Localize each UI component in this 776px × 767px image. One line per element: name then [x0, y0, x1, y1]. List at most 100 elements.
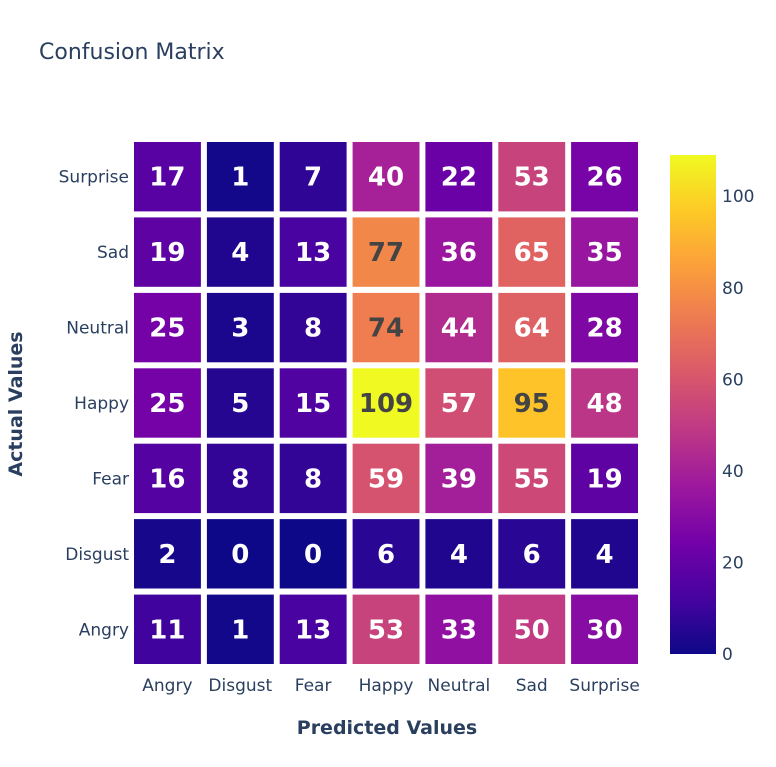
heatmap-cell — [571, 217, 638, 287]
colorbar-tick-label: 60 — [722, 370, 744, 390]
colorbar-tick-label: 80 — [722, 279, 744, 299]
cell-value-label: 19 — [587, 464, 623, 494]
cell-value-label: 39 — [441, 464, 477, 494]
cell-value-label: 25 — [149, 389, 185, 419]
y-tick-label: Disgust — [65, 545, 129, 565]
cell-value-label: 53 — [368, 615, 404, 645]
cell-value-label: 55 — [514, 464, 550, 494]
cell-value-label: 7 — [304, 163, 322, 193]
cell-value-label: 26 — [587, 163, 623, 193]
cell-value-label: 57 — [441, 389, 477, 419]
heatmap-cell — [498, 292, 566, 363]
cell-value-label: 16 — [149, 464, 185, 494]
cell-value-label: 36 — [441, 238, 477, 268]
x-tick-label: Happy — [359, 676, 414, 696]
heatmap-cell — [279, 594, 347, 664]
cell-value-label: 17 — [149, 163, 185, 193]
x-tick-label: Angry — [142, 676, 192, 696]
cell-value-label: 59 — [368, 464, 404, 494]
cell-value-label: 6 — [377, 540, 395, 570]
cell-value-label: 15 — [295, 389, 331, 419]
y-axis-label: Actual Values — [5, 331, 27, 476]
x-tick-label: Fear — [295, 676, 332, 696]
y-tick-label: Surprise — [59, 168, 129, 188]
x-tick-label: Surprise — [569, 676, 639, 696]
heatmap-cell — [206, 519, 274, 589]
heatmap-cell — [352, 594, 420, 664]
heatmap-cell — [571, 519, 638, 589]
heatmap-cell — [134, 519, 201, 589]
heatmap-cell — [279, 519, 347, 589]
cell-value-label: 3 — [231, 314, 249, 344]
heatmap-cell — [206, 142, 274, 212]
heatmap-cell — [279, 292, 347, 363]
heatmap-cell — [425, 368, 493, 438]
y-axis-ticks: Angry Disgust Fear Happy Neutral Sad Surprise — [59, 168, 130, 641]
heatmap-cell — [279, 217, 347, 287]
cell-value-label: 0 — [304, 540, 322, 570]
cell-value-label: 53 — [514, 163, 550, 193]
heatmap-cell — [279, 443, 347, 514]
heatmap-cell — [134, 368, 201, 438]
heatmap-cell — [498, 217, 566, 287]
cell-value-label: 4 — [231, 238, 249, 268]
heatmap-cell — [425, 292, 493, 363]
heatmap-cell — [571, 292, 638, 363]
heatmap-cell — [206, 217, 274, 287]
colorbar-tick-label: 0 — [722, 645, 733, 665]
heatmap-cell — [206, 292, 274, 363]
cell-value-label: 6 — [523, 540, 541, 570]
cell-value-label: 4 — [596, 540, 614, 570]
colorbar-ticks: 0 20 40 60 80 100 — [722, 187, 754, 665]
heatmap-cell — [279, 142, 347, 212]
heatmap-cell — [206, 594, 274, 664]
heatmap-cell — [498, 443, 566, 514]
cell-value-label: 33 — [441, 615, 477, 645]
cell-value-label: 19 — [149, 238, 185, 268]
y-tick-label: Neutral — [66, 319, 129, 339]
cell-value-label: 30 — [587, 615, 623, 645]
chart-title: Confusion Matrix — [39, 40, 225, 65]
y-tick-label: Sad — [97, 243, 129, 263]
heatmap-cell — [352, 443, 420, 514]
heatmap-cell — [352, 519, 420, 589]
x-axis-label: Predicted Values — [297, 717, 477, 739]
heatmap-cell — [498, 519, 566, 589]
cell-value-label: 65 — [514, 238, 550, 268]
cell-value-label: 109 — [359, 389, 413, 419]
heatmap-cell — [425, 443, 493, 514]
heatmap-cell — [498, 594, 566, 664]
colorbar-tick-label: 20 — [722, 553, 744, 573]
heatmap-cell — [498, 142, 566, 212]
cell-value-label: 8 — [231, 464, 249, 494]
heatmap-cell — [206, 443, 274, 514]
y-tick-label: Happy — [74, 394, 129, 414]
colorbar-tick-label: 40 — [722, 462, 744, 482]
cell-value-label: 40 — [368, 163, 404, 193]
x-tick-label: Sad — [516, 676, 548, 696]
heatmap-cell — [206, 368, 274, 438]
heatmap-cell — [352, 368, 420, 438]
cell-value-label: 11 — [149, 615, 185, 645]
y-tick-label: Angry — [79, 620, 129, 640]
colorbar — [670, 155, 716, 654]
cell-value-label: 22 — [441, 163, 477, 193]
heatmap-cell — [498, 368, 566, 438]
cell-value-label: 28 — [587, 314, 623, 344]
cell-value-label: 4 — [450, 540, 468, 570]
colorbar-tick-label: 100 — [722, 187, 754, 207]
heatmap-cell — [352, 292, 420, 363]
cell-value-label: 8 — [304, 464, 322, 494]
cell-value-label: 95 — [514, 389, 550, 419]
cell-value-label: 13 — [295, 615, 331, 645]
cell-value-label: 48 — [587, 389, 623, 419]
y-tick-label: Fear — [92, 469, 129, 489]
heatmap-cell — [571, 368, 638, 438]
cell-value-label: 77 — [368, 238, 404, 268]
cell-value-label: 2 — [158, 540, 176, 570]
cell-value-label: 74 — [368, 314, 404, 344]
x-tick-label: Disgust — [208, 676, 272, 696]
heatmap-cell — [134, 217, 201, 287]
